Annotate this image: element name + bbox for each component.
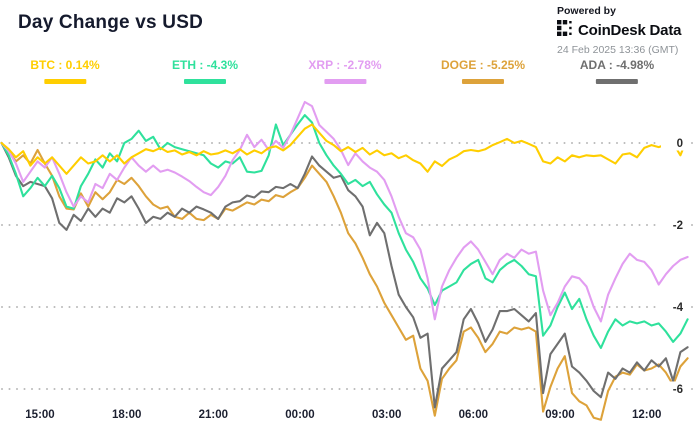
series-line-btc[interactable] <box>0 123 689 175</box>
series-line-ada[interactable] <box>0 141 689 409</box>
coindesk-logo-icon <box>557 20 573 41</box>
y-tick-label--6: -6 <box>673 384 683 396</box>
chart-legend: BTC : 0.14% ETH : -4.3% XRP : -2.78% DOG… <box>0 58 700 92</box>
legend-label-ada: ADA : -4.98% <box>579 58 655 72</box>
legend-item-ada[interactable]: ADA : -4.98% <box>580 58 654 84</box>
legend-swatch-ada <box>596 79 638 84</box>
x-tick-label-15:00: 15:00 <box>25 409 54 421</box>
legend-swatch-eth <box>183 79 226 84</box>
legend-swatch-btc <box>43 79 86 84</box>
x-tick-label-00:00: 00:00 <box>285 409 314 421</box>
legend-item-eth[interactable]: ETH : -4.3% <box>172 58 238 84</box>
y-tick-backing <box>661 299 689 315</box>
x-tick-label-12:00: 12:00 <box>632 409 661 421</box>
brand-row[interactable]: CoinDesk Data <box>557 20 697 41</box>
x-tick-label-18:00: 18:00 <box>112 409 141 421</box>
series-line-eth[interactable] <box>0 114 689 350</box>
y-tick-label--2: -2 <box>673 220 683 232</box>
legend-label-eth: ETH : -4.3% <box>171 58 239 72</box>
y-tick-label-0: 0 <box>677 138 683 150</box>
legend-swatch-doge <box>462 79 504 84</box>
y-tick-label--4: -4 <box>673 302 684 314</box>
y-tick-backing <box>661 135 689 151</box>
brand-name: CoinDesk Data <box>578 22 682 39</box>
x-tick-label-21:00: 21:00 <box>199 409 228 421</box>
legend-label-doge: DOGE : -5.25% <box>440 58 526 72</box>
legend-item-xrp[interactable]: XRP : -2.78% <box>308 58 382 84</box>
series-line-xrp[interactable] <box>0 100 689 323</box>
page-title: Day Change vs USD <box>18 12 204 33</box>
legend-item-btc[interactable]: BTC : 0.14% <box>30 58 100 84</box>
chart-timestamp: 24 Feb 2025 13:36 (GMT) <box>557 44 679 56</box>
x-tick-label-09:00: 09:00 <box>545 409 574 421</box>
legend-label-xrp: XRP : -2.78% <box>308 58 382 72</box>
series-line-doge[interactable] <box>0 141 689 421</box>
y-tick-backing <box>661 217 689 233</box>
branding-block: Powered by CoinDesk Data <box>557 5 697 56</box>
legend-label-btc: BTC : 0.14% <box>30 58 100 72</box>
y-tick-backing <box>661 381 689 397</box>
powered-by-label: Powered by <box>557 5 616 17</box>
x-tick-label-03:00: 03:00 <box>372 409 401 421</box>
legend-item-doge[interactable]: DOGE : -5.25% <box>441 58 525 84</box>
legend-swatch-xrp <box>324 79 366 84</box>
x-tick-label-06:00: 06:00 <box>459 409 488 421</box>
